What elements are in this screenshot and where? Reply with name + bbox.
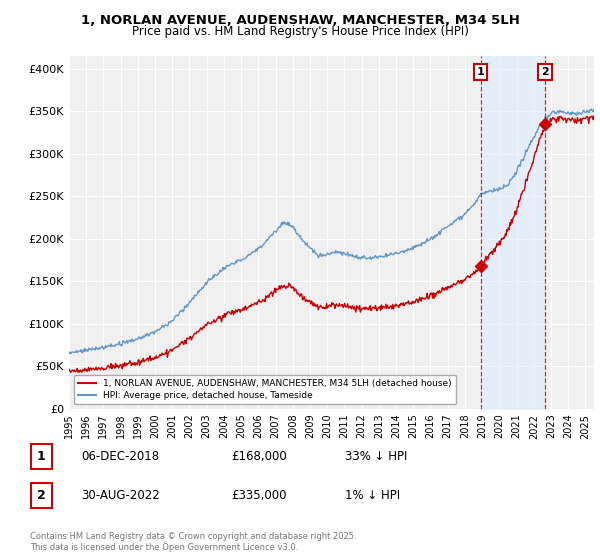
Text: 1, NORLAN AVENUE, AUDENSHAW, MANCHESTER, M34 5LH: 1, NORLAN AVENUE, AUDENSHAW, MANCHESTER,… bbox=[80, 14, 520, 27]
FancyBboxPatch shape bbox=[31, 444, 52, 469]
Text: 2: 2 bbox=[37, 489, 46, 502]
Text: 30-AUG-2022: 30-AUG-2022 bbox=[81, 489, 160, 502]
Text: Price paid vs. HM Land Registry's House Price Index (HPI): Price paid vs. HM Land Registry's House … bbox=[131, 25, 469, 38]
Text: 2: 2 bbox=[541, 67, 549, 77]
Text: 06-DEC-2018: 06-DEC-2018 bbox=[81, 450, 159, 463]
Legend: 1, NORLAN AVENUE, AUDENSHAW, MANCHESTER, M34 5LH (detached house), HPI: Average : 1, NORLAN AVENUE, AUDENSHAW, MANCHESTER,… bbox=[74, 375, 457, 404]
Text: £335,000: £335,000 bbox=[231, 489, 287, 502]
Text: £168,000: £168,000 bbox=[231, 450, 287, 463]
Text: 1: 1 bbox=[37, 450, 46, 463]
Text: 1: 1 bbox=[477, 67, 485, 77]
Text: Contains HM Land Registry data © Crown copyright and database right 2025.
This d: Contains HM Land Registry data © Crown c… bbox=[30, 532, 356, 552]
Text: 1% ↓ HPI: 1% ↓ HPI bbox=[345, 489, 400, 502]
FancyBboxPatch shape bbox=[31, 483, 52, 508]
Text: 33% ↓ HPI: 33% ↓ HPI bbox=[345, 450, 407, 463]
